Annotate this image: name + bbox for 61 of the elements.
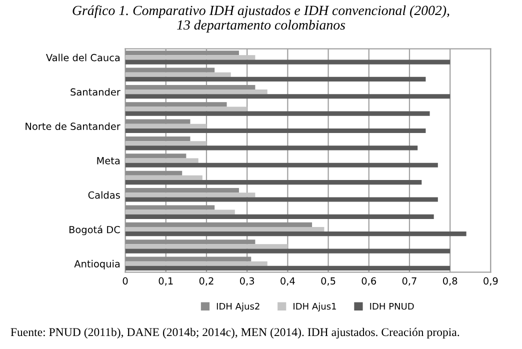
y-tick-label: Santander bbox=[70, 88, 120, 96]
bar bbox=[125, 170, 182, 176]
bar bbox=[125, 60, 450, 64]
bar bbox=[125, 136, 190, 142]
bar bbox=[125, 102, 227, 107]
bar bbox=[125, 119, 190, 124]
bar bbox=[125, 266, 450, 270]
bar bbox=[125, 248, 450, 254]
bar bbox=[125, 210, 235, 214]
bar bbox=[125, 244, 288, 249]
bar bbox=[125, 94, 450, 99]
bar bbox=[125, 162, 438, 168]
bar bbox=[125, 197, 438, 202]
bar bbox=[125, 232, 466, 236]
bar bbox=[125, 50, 239, 56]
x-tick-label: 0,6 bbox=[362, 277, 376, 286]
source-note: Fuente: PNUD (2011b), DANE (2014b; 2014c), MEN (2014). IDH ajustados. Creación propia. bbox=[10, 328, 460, 339]
y-tick-label: Meta bbox=[97, 157, 120, 164]
bar bbox=[125, 90, 268, 94]
bar bbox=[125, 146, 418, 150]
x-tick-label: 0 bbox=[122, 277, 128, 285]
x-tick-label: 0,5 bbox=[321, 277, 336, 286]
bar bbox=[125, 205, 215, 210]
bar bbox=[125, 214, 434, 219]
x-tick-label: 0,3 bbox=[240, 277, 254, 286]
bar bbox=[125, 261, 268, 266]
bar bbox=[125, 240, 256, 244]
bar bbox=[125, 111, 430, 116]
bar bbox=[125, 72, 231, 77]
x-tick-label: 0,8 bbox=[442, 277, 458, 286]
bar bbox=[125, 188, 239, 193]
bar bbox=[125, 175, 202, 180]
y-tick-label: Norte de Santander bbox=[26, 122, 120, 130]
y-tick-label: Bogotá DC bbox=[70, 225, 120, 236]
legend-label: IDH Ajus2 bbox=[216, 302, 260, 312]
x-tick-label: 0,2 bbox=[199, 277, 214, 286]
y-tick-label: Caldas bbox=[88, 191, 120, 199]
bar bbox=[125, 192, 256, 198]
bar bbox=[125, 106, 248, 112]
bar bbox=[125, 128, 426, 134]
bar bbox=[125, 222, 312, 227]
bar bbox=[125, 256, 252, 262]
bar bbox=[125, 154, 186, 158]
bar bbox=[125, 84, 256, 90]
bar bbox=[125, 124, 206, 128]
bar bbox=[125, 55, 256, 60]
x-tick-label: 0,1 bbox=[158, 277, 173, 286]
bar bbox=[125, 141, 206, 146]
y-tick-label: Valle del Cauca bbox=[46, 54, 120, 62]
bar bbox=[125, 180, 422, 185]
bar bbox=[125, 226, 324, 232]
bar bbox=[125, 158, 198, 163]
x-tick-label: 0,4 bbox=[280, 277, 295, 286]
y-tick-label: Antioquia bbox=[74, 260, 120, 270]
bar bbox=[125, 76, 426, 82]
bar bbox=[125, 68, 215, 72]
chart-title: Gráfico 1. Comparativo IDH ajustados e IDH convencional (2002), 13 departamento colombianos bbox=[72, 5, 450, 32]
x-tick-label: 0,7 bbox=[402, 277, 416, 286]
legend-label: IDH Ajus1 bbox=[294, 302, 336, 312]
legend-label: IDH PNUD bbox=[370, 302, 414, 310]
x-tick-label: 0,9 bbox=[484, 277, 498, 286]
